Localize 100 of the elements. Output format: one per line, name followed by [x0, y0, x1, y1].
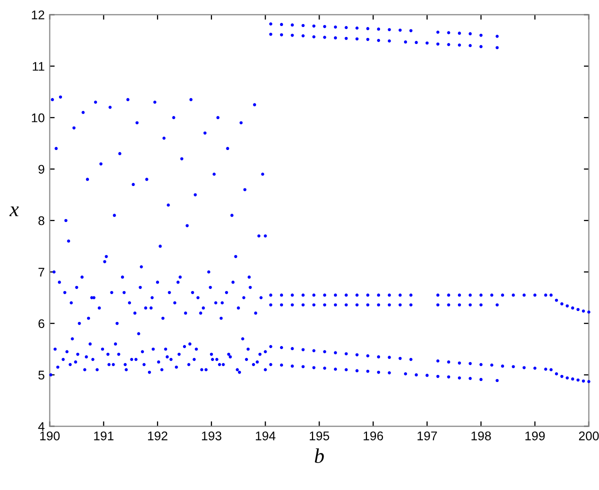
- point: [344, 303, 348, 306]
- point: [458, 44, 461, 47]
- point: [323, 350, 326, 354]
- point: [544, 368, 548, 371]
- y-tick-label: 11: [32, 62, 44, 71]
- point: [302, 348, 305, 352]
- point: [436, 303, 440, 306]
- point: [388, 294, 391, 297]
- y-tick-label: 10: [32, 113, 44, 122]
- point: [436, 359, 440, 363]
- point: [334, 25, 337, 29]
- x-tick-label: 193: [202, 431, 222, 440]
- point: [366, 303, 370, 306]
- point: [366, 370, 370, 373]
- point: [533, 294, 536, 297]
- point: [571, 377, 574, 381]
- y-tick-label: 9: [38, 164, 44, 174]
- point: [426, 41, 429, 45]
- point: [447, 303, 450, 306]
- point: [398, 28, 402, 32]
- x-tick-label: 190: [40, 431, 60, 440]
- point: [290, 294, 294, 297]
- point: [269, 345, 272, 348]
- point: [479, 363, 483, 366]
- point: [512, 365, 515, 368]
- point: [458, 32, 461, 35]
- point: [290, 364, 294, 368]
- point: [582, 379, 585, 383]
- point: [458, 294, 461, 297]
- x-tick-label: 197: [418, 431, 437, 440]
- point: [302, 303, 305, 306]
- point: [409, 294, 412, 297]
- x-tick-label: 198: [472, 431, 491, 440]
- point: [323, 36, 326, 39]
- point: [458, 376, 461, 380]
- point: [312, 366, 316, 370]
- point: [269, 294, 272, 297]
- point: [550, 368, 553, 372]
- point: [302, 24, 305, 28]
- point: [479, 378, 483, 382]
- point: [479, 34, 483, 37]
- y-axis-title: x: [9, 206, 19, 216]
- point: [398, 303, 402, 306]
- point: [366, 294, 370, 297]
- point: [404, 372, 408, 376]
- point: [377, 303, 380, 306]
- point: [269, 32, 272, 36]
- point: [409, 303, 412, 306]
- point: [377, 28, 380, 31]
- point: [323, 366, 326, 370]
- x-tick-label: 199: [525, 431, 545, 440]
- point: [334, 351, 337, 354]
- x-tick-label: 194: [256, 431, 276, 440]
- x-tick-label: 192: [148, 431, 168, 440]
- point: [280, 33, 284, 36]
- point: [388, 356, 391, 359]
- point: [496, 303, 499, 306]
- point: [566, 376, 569, 380]
- point: [501, 364, 504, 368]
- point: [447, 31, 450, 34]
- point: [334, 294, 337, 297]
- point: [280, 303, 284, 306]
- point: [280, 22, 284, 26]
- point: [490, 294, 494, 297]
- point: [280, 364, 284, 367]
- y-tick-label: 8: [38, 216, 44, 226]
- point: [398, 294, 402, 297]
- point: [468, 303, 472, 306]
- point: [269, 22, 272, 26]
- point: [533, 366, 536, 370]
- point: [388, 28, 391, 32]
- point: [576, 378, 580, 382]
- point: [366, 354, 370, 358]
- point: [522, 294, 526, 297]
- x-tick-label: 200: [579, 431, 599, 440]
- point: [334, 303, 337, 306]
- point: [566, 304, 569, 308]
- point: [447, 360, 450, 364]
- point: [344, 368, 348, 372]
- point: [344, 294, 348, 297]
- point: [458, 303, 461, 306]
- point: [468, 44, 472, 48]
- point: [377, 294, 380, 297]
- point: [447, 375, 450, 378]
- point: [404, 40, 408, 44]
- point: [560, 302, 564, 306]
- point: [355, 353, 359, 356]
- point: [544, 294, 548, 297]
- point: [436, 374, 440, 378]
- point: [554, 372, 558, 376]
- point: [436, 42, 440, 46]
- y-tick-label: 4: [38, 422, 44, 431]
- y-tick-label: 6: [38, 319, 44, 328]
- point: [571, 306, 574, 310]
- point: [550, 294, 553, 297]
- point: [312, 303, 316, 306]
- point: [334, 36, 337, 40]
- point: [312, 24, 316, 28]
- point: [468, 32, 472, 36]
- point: [576, 308, 580, 312]
